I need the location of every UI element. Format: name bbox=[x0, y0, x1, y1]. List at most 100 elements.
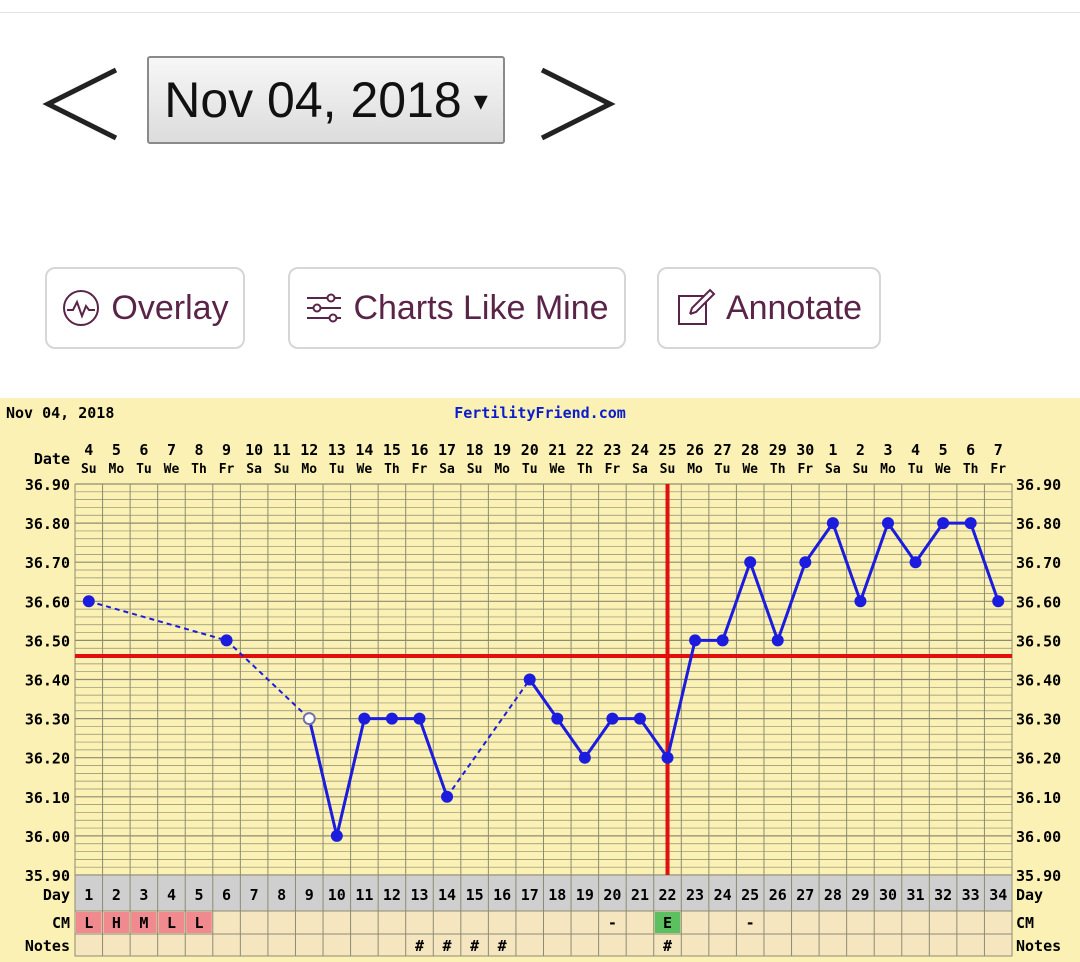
date-label: 4 bbox=[911, 441, 920, 459]
temp-point bbox=[441, 790, 454, 803]
temp-point bbox=[661, 751, 674, 764]
date-label: 6 bbox=[139, 441, 148, 459]
date-label: 25 bbox=[658, 441, 676, 459]
cm-value: - bbox=[608, 914, 617, 932]
y-tick-label-left: 36.00 bbox=[25, 828, 70, 846]
weekday-label: Sa bbox=[439, 462, 455, 477]
weekday-label: Fr bbox=[990, 462, 1006, 477]
day-number: 25 bbox=[741, 886, 759, 904]
date-label: 8 bbox=[194, 441, 203, 459]
temp-line-segment bbox=[418, 718, 449, 798]
date-label: 15 bbox=[383, 441, 401, 459]
day-number: 20 bbox=[603, 886, 621, 904]
weekday-label: We bbox=[164, 462, 180, 477]
weekday-label: Tu bbox=[908, 462, 924, 477]
y-tick-label-right: 36.80 bbox=[1016, 515, 1061, 533]
temp-point bbox=[606, 712, 619, 725]
weekday-label: Fr bbox=[605, 462, 621, 477]
y-tick-label-right: 35.90 bbox=[1016, 867, 1061, 885]
charts-like-mine-label: Charts Like Mine bbox=[353, 288, 609, 327]
temp-point bbox=[689, 634, 702, 647]
cm-cell bbox=[131, 912, 157, 933]
y-tick-label-left: 36.20 bbox=[25, 750, 70, 768]
date-label: 3 bbox=[883, 441, 892, 459]
weekday-label: Mo bbox=[494, 462, 510, 477]
date-label: 10 bbox=[245, 441, 263, 459]
date-label: 18 bbox=[466, 441, 484, 459]
y-tick-label-right: 36.30 bbox=[1016, 711, 1061, 729]
weekday-label: We bbox=[935, 462, 951, 477]
day-number: 18 bbox=[548, 886, 566, 904]
temp-line-segment bbox=[446, 678, 531, 798]
temp-line-segment bbox=[335, 718, 366, 837]
temp-point bbox=[578, 751, 591, 764]
day-number: 4 bbox=[167, 886, 176, 904]
weekday-label: Su bbox=[81, 462, 97, 477]
temp-line-segment bbox=[748, 561, 780, 641]
temp-point bbox=[881, 517, 894, 530]
cm-value: M bbox=[139, 914, 148, 932]
temp-line-segment bbox=[969, 522, 1000, 602]
weekday-label: Sa bbox=[246, 462, 262, 477]
cm-cell bbox=[654, 912, 681, 933]
prev-date-button[interactable] bbox=[42, 66, 122, 142]
temp-line-segment bbox=[225, 639, 310, 720]
temp-point bbox=[771, 634, 784, 647]
y-tick-label-left: 36.50 bbox=[25, 632, 70, 650]
day-number: 21 bbox=[631, 886, 649, 904]
day-number: 31 bbox=[907, 886, 925, 904]
y-tick-label-left: 36.60 bbox=[25, 593, 70, 611]
annotate-button[interactable]: Annotate bbox=[657, 267, 881, 349]
date-dropdown[interactable]: Nov 04, 2018 ▾ bbox=[147, 56, 505, 144]
weekday-label: Th bbox=[191, 462, 207, 477]
temp-point bbox=[799, 556, 812, 569]
date-label: 13 bbox=[328, 441, 346, 459]
date-label: 26 bbox=[686, 441, 704, 459]
edit-note-icon bbox=[677, 288, 716, 325]
day-number: 14 bbox=[438, 886, 456, 904]
temp-line-segment bbox=[638, 717, 669, 759]
y-tick-label-right: 36.40 bbox=[1016, 672, 1061, 690]
day-number: 26 bbox=[769, 886, 787, 904]
temp-point bbox=[909, 556, 922, 569]
charts-like-mine-button[interactable]: Charts Like Mine bbox=[288, 267, 626, 349]
overlay-button[interactable]: Overlay bbox=[45, 267, 245, 349]
date-label: 30 bbox=[796, 441, 814, 459]
next-date-button[interactable] bbox=[536, 66, 616, 142]
notes-row-label: Notes bbox=[25, 937, 70, 955]
notes-row-label-right: Notes bbox=[1016, 937, 1061, 955]
temp-line-segment bbox=[666, 640, 697, 759]
note-marker: # bbox=[415, 937, 424, 955]
weekday-label: Fr bbox=[412, 462, 428, 477]
day-number: 5 bbox=[194, 886, 203, 904]
temp-point-open bbox=[302, 712, 316, 726]
cm-row-label-right: CM bbox=[1016, 914, 1034, 932]
date-label: 21 bbox=[548, 441, 566, 459]
date-label: Nov 04, 2018 bbox=[164, 72, 462, 128]
weekday-label: Su bbox=[467, 462, 483, 477]
temp-line-segment bbox=[914, 522, 945, 564]
caret-down-icon: ▾ bbox=[473, 84, 488, 116]
weekday-label: Tu bbox=[522, 462, 538, 477]
date-label: 7 bbox=[994, 441, 1003, 459]
temp-line-segment bbox=[528, 678, 559, 720]
weekday-label: We bbox=[742, 462, 758, 477]
cm-value: L bbox=[167, 914, 176, 932]
date-label: 2 bbox=[856, 441, 865, 459]
sliders-icon bbox=[307, 293, 342, 323]
note-marker: # bbox=[470, 937, 479, 955]
date-label: 20 bbox=[521, 441, 539, 459]
cm-cell bbox=[158, 912, 185, 933]
temp-point bbox=[854, 595, 867, 608]
temp-point bbox=[330, 829, 343, 842]
temp-point bbox=[220, 634, 233, 647]
date-label: 27 bbox=[714, 441, 732, 459]
note-marker: # bbox=[498, 937, 507, 955]
date-label: 5 bbox=[112, 441, 121, 459]
chart-title: Nov 04, 2018 bbox=[6, 404, 114, 422]
date-label: 6 bbox=[966, 441, 975, 459]
day-number: 2 bbox=[112, 886, 121, 904]
weekday-label: Tu bbox=[329, 462, 345, 477]
y-tick-label-left: 36.30 bbox=[25, 711, 70, 729]
chevron-left-icon bbox=[42, 67, 118, 141]
